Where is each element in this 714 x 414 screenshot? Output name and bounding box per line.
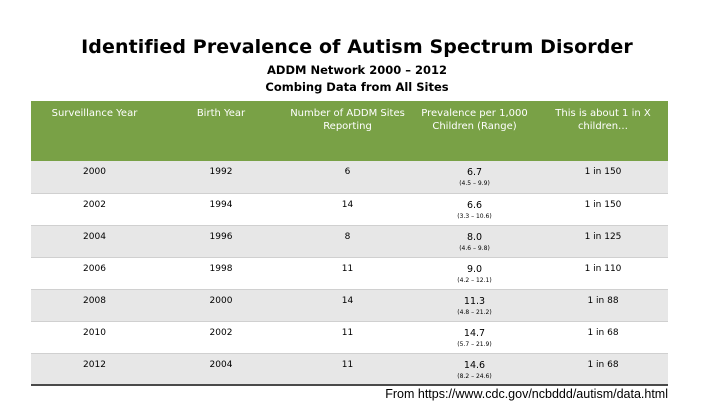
cell-prevalence: 14.6 (8.2 – 24.6) (411, 353, 538, 386)
cell-surveillance-year: 2012 (31, 353, 158, 386)
cell-sites-reporting: 6 (284, 161, 411, 194)
cell-one-in-x: 1 in 68 (538, 353, 668, 386)
prevalence-value: 14.6 (463, 359, 486, 371)
cell-prevalence: 11.3 (4.8 – 21.2) (411, 289, 538, 322)
prevalence-range: (4.2 – 12.1) (457, 276, 492, 284)
table-header-row: Surveillance Year Birth Year Number of A… (31, 101, 668, 161)
cell-sites-reporting: 11 (284, 321, 411, 354)
cell-one-in-x: 1 in 125 (538, 225, 668, 258)
column-header-surveillance-year: Surveillance Year (31, 101, 158, 161)
prevalence-table-container: Surveillance Year Birth Year Number of A… (31, 101, 668, 386)
cell-one-in-x: 1 in 150 (538, 161, 668, 194)
column-header-sites-reporting: Number of ADDM Sites Reporting (284, 101, 411, 161)
table-row: 2008 2000 14 11.3 (4.8 – 21.2) 1 in 88 (31, 289, 668, 322)
prevalence-range: (3.3 – 10.6) (457, 212, 492, 220)
cell-one-in-x: 1 in 150 (538, 193, 668, 226)
table-row: 2012 2004 11 14.6 (8.2 – 24.6) 1 in 68 (31, 353, 668, 386)
cell-sites-reporting: 11 (284, 353, 411, 386)
prevalence-value: 9.0 (466, 263, 483, 275)
cell-surveillance-year: 2006 (31, 257, 158, 290)
table-header: Surveillance Year Birth Year Number of A… (31, 101, 668, 161)
cell-sites-reporting: 14 (284, 193, 411, 226)
cell-birth-year: 2000 (158, 289, 284, 322)
chart-subtitle-network: ADDM Network 2000 – 2012 (267, 63, 447, 77)
cell-one-in-x: 1 in 110 (538, 257, 668, 290)
column-header-prevalence: Prevalence per 1,000 Children (Range) (411, 101, 538, 161)
prevalence-value: 6.7 (466, 167, 483, 178)
cell-surveillance-year: 2004 (31, 225, 158, 258)
chart-title: Identified Prevalence of Autism Spectrum… (81, 36, 633, 58)
prevalence-value: 14.7 (463, 327, 486, 339)
table-row: 2004 1996 8 8.0 (4.6 – 9.8) 1 in 125 (31, 225, 668, 258)
table-row: 2006 1998 11 9.0 (4.2 – 12.1) 1 in 110 (31, 257, 668, 290)
table-body: 2000 1992 6 6.7 (4.5 – 9.9) 1 in 150 2002 1994 1… (31, 161, 668, 386)
prevalence-value: 8.0 (466, 231, 483, 243)
cell-prevalence: 6.7 (4.5 – 9.9) (411, 161, 538, 194)
chart-subtitle-sites: Combing Data from All Sites (265, 80, 449, 94)
prevalence-range: (8.2 – 24.6) (457, 372, 492, 380)
cell-sites-reporting: 8 (284, 225, 411, 258)
prevalence-range: (4.8 – 21.2) (457, 308, 492, 316)
cell-surveillance-year: 2010 (31, 321, 158, 354)
cell-birth-year: 1994 (158, 193, 284, 226)
prevalence-range: (4.6 – 9.8) (459, 244, 490, 252)
table-row: 2002 1994 14 6.6 (3.3 – 10.6) 1 in 150 (31, 193, 668, 226)
cell-surveillance-year: 2000 (31, 161, 158, 194)
cell-birth-year: 2002 (158, 321, 284, 354)
column-header-one-in-x: This is about 1 in X children… (538, 101, 668, 161)
source-citation: From https://www.cdc.gov/ncbddd/autism/d… (385, 387, 668, 401)
cell-prevalence: 14.7 (5.7 – 21.9) (411, 321, 538, 354)
cell-prevalence: 6.6 (3.3 – 10.6) (411, 193, 538, 226)
cell-surveillance-year: 2008 (31, 289, 158, 322)
cell-prevalence: 8.0 (4.6 – 9.8) (411, 225, 538, 258)
prevalence-value: 6.6 (466, 199, 483, 211)
cell-sites-reporting: 14 (284, 289, 411, 322)
cell-birth-year: 1996 (158, 225, 284, 258)
cell-prevalence: 9.0 (4.2 – 12.1) (411, 257, 538, 290)
prevalence-range: (5.7 – 21.9) (457, 340, 492, 348)
prevalence-table: Surveillance Year Birth Year Number of A… (31, 101, 668, 386)
prevalence-range: (4.5 – 9.9) (459, 180, 490, 187)
cell-birth-year: 1992 (158, 161, 284, 194)
table-row: 2000 1992 6 6.7 (4.5 – 9.9) 1 in 150 (31, 161, 668, 194)
prevalence-value: 11.3 (463, 295, 486, 307)
column-header-birth-year: Birth Year (158, 101, 284, 161)
cell-birth-year: 1998 (158, 257, 284, 290)
cell-birth-year: 2004 (158, 353, 284, 386)
cell-one-in-x: 1 in 88 (538, 289, 668, 322)
table-row: 2010 2002 11 14.7 (5.7 – 21.9) 1 in 68 (31, 321, 668, 354)
cell-sites-reporting: 11 (284, 257, 411, 290)
cell-one-in-x: 1 in 68 (538, 321, 668, 354)
cell-surveillance-year: 2002 (31, 193, 158, 226)
